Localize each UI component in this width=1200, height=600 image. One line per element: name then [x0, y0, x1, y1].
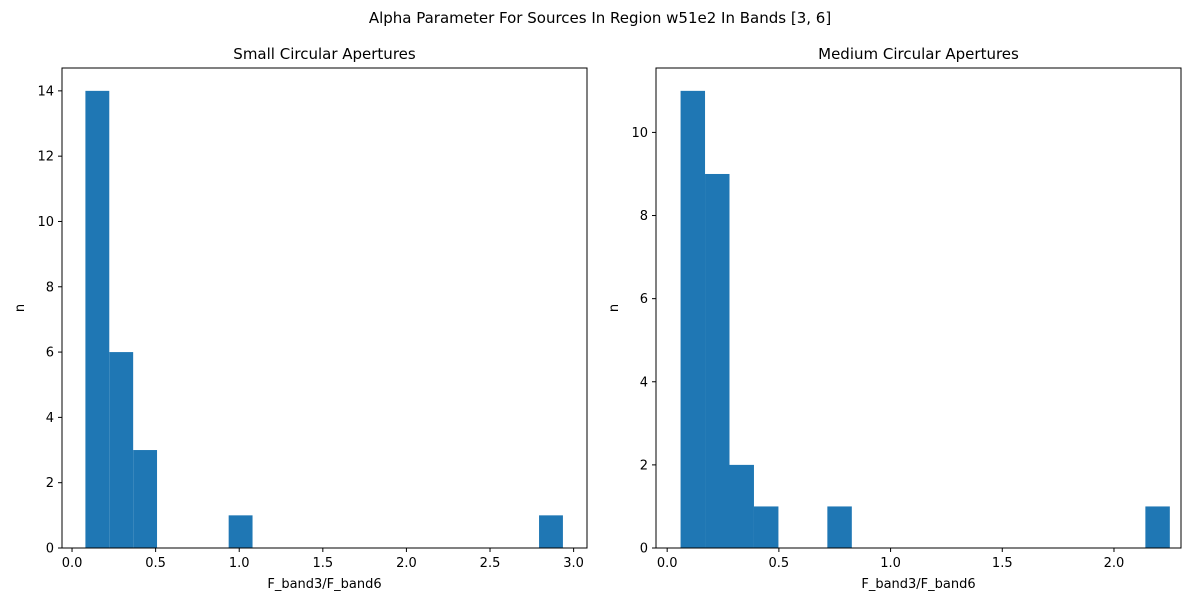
x-tick-label: 2.0	[1104, 556, 1125, 571]
x-tick-label: 2.0	[396, 556, 417, 571]
x-axis-label: F_band3/F_band6	[267, 577, 381, 592]
x-tick-label: 3.0	[563, 556, 584, 571]
y-tick-label: 8	[46, 280, 54, 295]
histogram-bar	[680, 90, 706, 548]
y-tick-label: 4	[46, 411, 54, 426]
y-tick-label: 0	[46, 542, 54, 557]
histogram-bar	[109, 352, 134, 548]
y-tick-label: 6	[46, 346, 54, 361]
x-tick-label: 0.0	[657, 556, 678, 571]
x-tick-label: 1.5	[312, 556, 333, 571]
histogram-bar	[85, 90, 110, 548]
y-tick-label: 12	[37, 150, 54, 165]
y-axis-label: n	[13, 304, 28, 312]
y-tick-label: 6	[640, 292, 648, 307]
figure-title: Alpha Parameter For Sources In Region w5…	[368, 9, 832, 27]
y-tick-label: 14	[37, 84, 54, 99]
histogram-bar	[539, 515, 563, 548]
y-tick-label: 10	[37, 215, 54, 230]
x-tick-label: 2.5	[480, 556, 501, 571]
x-tick-label: 0.5	[145, 556, 166, 571]
y-tick-label: 2	[640, 458, 648, 473]
x-tick-label: 1.0	[880, 556, 901, 571]
histogram-bar	[753, 506, 779, 548]
histogram-bar	[133, 450, 158, 548]
histogram-bar	[729, 464, 754, 548]
x-tick-label: 0.0	[62, 556, 83, 571]
y-axis-label: n	[607, 304, 622, 312]
chart-title: Medium Circular Apertures	[818, 45, 1019, 63]
plot-frame	[61, 67, 588, 549]
x-tick-label: 1.5	[992, 556, 1013, 571]
y-tick-label: 10	[631, 126, 648, 141]
histogram-bar	[827, 506, 852, 548]
chart-panel-1: 0.0 0.5 1.0 1.5 2.0 2.5 3.0 0 2 4 6 8 10 12 14 Small Ci…	[13, 45, 588, 592]
chart-title: Small Circular Apertures	[233, 45, 416, 63]
y-tick-label: 2	[46, 476, 54, 491]
y-tick-label: 4	[640, 375, 648, 390]
x-axis-label: F_band3/F_band6	[861, 577, 975, 592]
histogram-bar	[228, 515, 253, 548]
x-tick-label: 1.0	[229, 556, 250, 571]
y-tick-label: 0	[640, 542, 648, 557]
x-tick-label: 0.5	[769, 556, 790, 571]
y-tick-label: 8	[640, 209, 648, 224]
histogram-bar	[705, 173, 730, 548]
histogram-bar	[1145, 506, 1170, 548]
plot-frame	[655, 67, 1182, 549]
chart-panel-2: 0.0 0.5 1.0 1.5 2.0 0 2 4 6 8 10 Medium Circular Ap…	[607, 45, 1182, 592]
